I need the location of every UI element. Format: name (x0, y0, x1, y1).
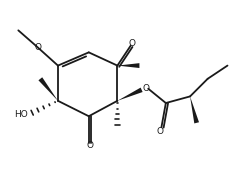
Polygon shape (190, 96, 199, 123)
Polygon shape (117, 88, 143, 101)
Text: O: O (128, 39, 135, 48)
Text: O: O (86, 142, 93, 151)
Text: O: O (142, 84, 149, 93)
Text: HO: HO (14, 110, 28, 119)
Text: O: O (34, 43, 41, 52)
Text: O: O (157, 127, 164, 136)
Polygon shape (38, 77, 58, 101)
Polygon shape (117, 63, 139, 68)
